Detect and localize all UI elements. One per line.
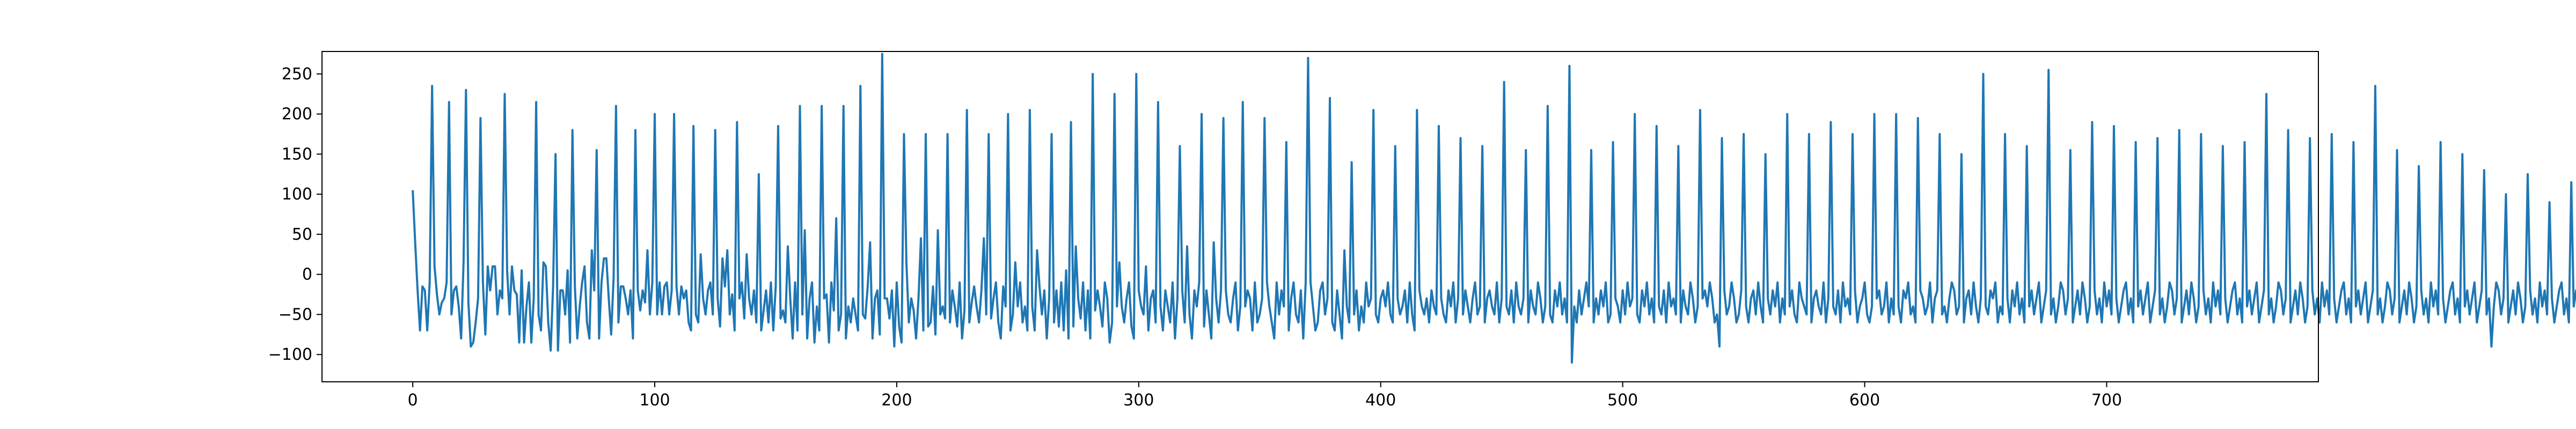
y-tick-label: 50 [292, 225, 312, 244]
series-layer [412, 53, 2576, 364]
x-tick-label: 600 [1849, 391, 1880, 410]
y-tick-label: −100 [268, 345, 312, 364]
x-tick-label: 700 [2091, 391, 2122, 410]
plot-area [322, 51, 2318, 382]
y-tick-label: 150 [282, 145, 312, 164]
y-tick-label: −50 [279, 305, 312, 324]
x-axis: 0 100 200 300 400 500 600 700 [408, 382, 2122, 410]
x-tick-label: 100 [639, 391, 670, 410]
y-tick-label: 200 [282, 105, 312, 124]
x-tick-label: 400 [1365, 391, 1396, 410]
plot-frame [321, 51, 2319, 382]
y-tick-label: 100 [282, 185, 312, 204]
y-axis: −100 −50 0 50 100 150 200 250 [268, 65, 322, 364]
y-tick-label: 250 [282, 65, 312, 84]
series-line-signal [412, 53, 2576, 364]
x-tick-label: 200 [881, 391, 912, 410]
y-tick-label: 0 [302, 265, 312, 284]
x-tick-label: 500 [1607, 391, 1638, 410]
x-tick-label: 300 [1123, 391, 1154, 410]
x-tick-label: 0 [408, 391, 418, 410]
